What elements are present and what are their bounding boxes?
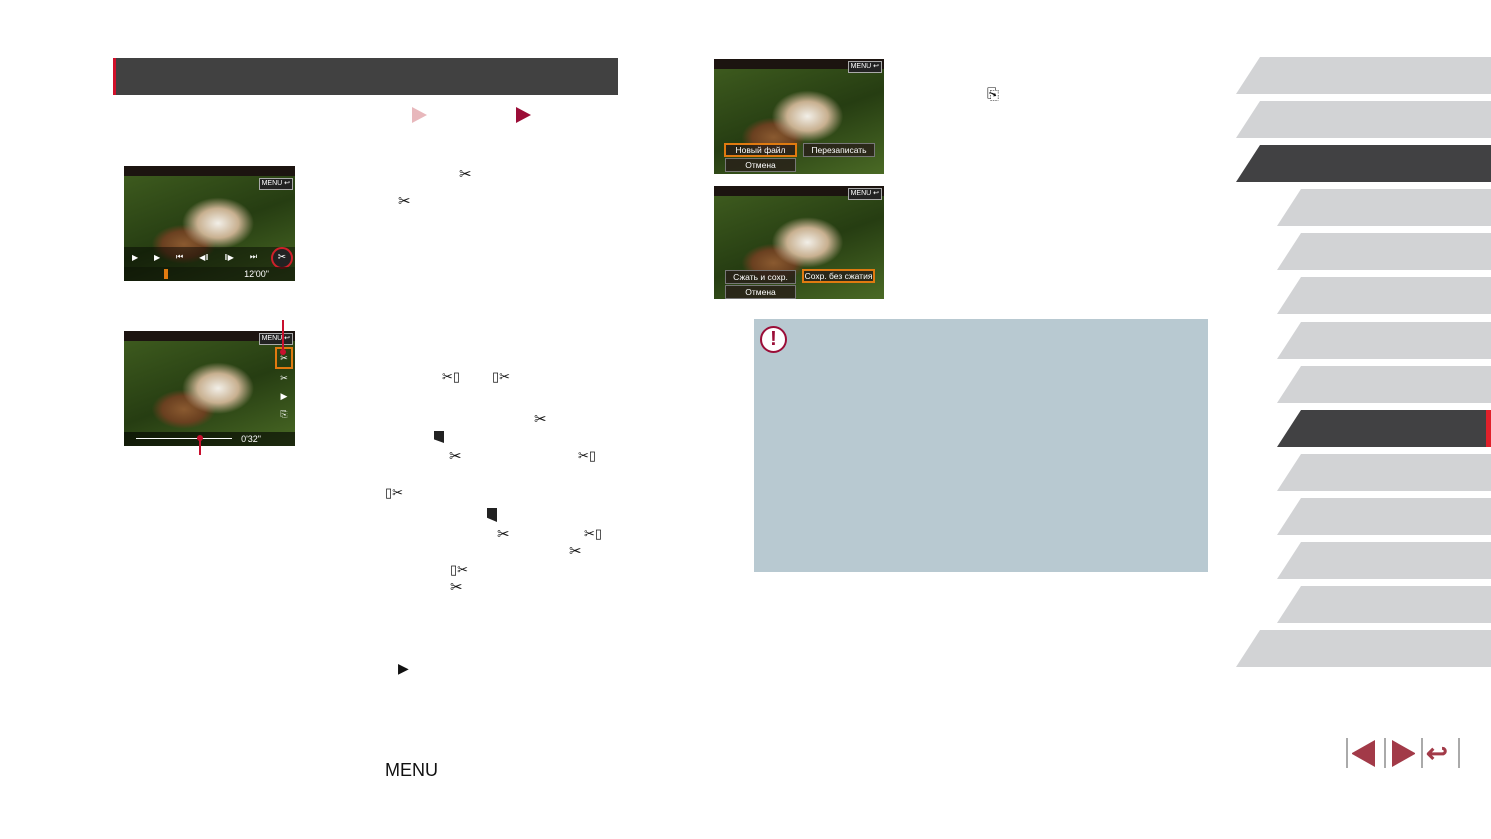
scissors-icon: ✂	[398, 193, 411, 210]
new-file-button[interactable]: Новый файл	[724, 143, 797, 157]
sidebar-subtab[interactable]	[1277, 498, 1491, 535]
camera-screen-compress: MENU ↩ Сжать и сохр. Сохр. без сжатия От…	[714, 186, 884, 299]
sidebar-subtab[interactable]	[1277, 277, 1491, 314]
sidebar-tab[interactable]	[1236, 101, 1491, 138]
breadcrumb-arrow-icon	[412, 107, 427, 123]
divider	[1421, 738, 1423, 768]
next-page-icon[interactable]	[1392, 740, 1415, 767]
cut-end-icon: ▯✂	[450, 562, 469, 577]
cancel-button[interactable]: Отмена	[725, 285, 796, 299]
current-marker	[1486, 410, 1491, 447]
compress-save-button[interactable]: Сжать и сохр.	[725, 270, 796, 284]
time-bar: 0'32"	[124, 432, 295, 446]
play-icon: ▶	[398, 660, 409, 676]
cut-beginning-icon: ✂▯	[442, 369, 461, 384]
sidebar-subtab-active[interactable]	[1277, 410, 1491, 447]
menu-badge: MENU ↩	[847, 61, 882, 73]
scissors-icon: ✂	[569, 543, 582, 560]
save-edit-icon: ⎘	[987, 86, 1000, 103]
cut-end-icon: ▯✂	[385, 485, 404, 500]
sidebar-subtab[interactable]	[1277, 189, 1491, 226]
return-icon[interactable]: ↩	[1426, 738, 1448, 768]
menu-badge: MENU ↩	[258, 333, 293, 345]
caution-note	[754, 319, 1208, 572]
sidebar-subtab[interactable]	[1277, 233, 1491, 270]
sidebar-tab[interactable]	[1236, 57, 1491, 94]
scissors-icon: ✂	[459, 166, 472, 183]
time-bar: 12'00"	[124, 267, 295, 281]
cancel-button[interactable]: Отмена	[725, 158, 796, 172]
edit-side-menu: ✂ ✂ ▶ ⎘	[275, 347, 293, 423]
callout-dot	[197, 435, 203, 441]
scissors-icon: ✂	[449, 448, 462, 465]
sidebar-tab-active[interactable]	[1236, 145, 1491, 182]
sidebar-tab[interactable]	[1236, 630, 1491, 667]
camera-screen-save: MENU ↩ Новый файл Перезаписать Отмена	[714, 59, 884, 174]
camera-screen-playback: MENU ↩ ▶ ▶ ⏮ ◀‖ ‖▶ ⏭ ✂ 12'00"	[124, 166, 295, 281]
divider	[1384, 738, 1386, 768]
cut-beginning-icon: ✂▯	[578, 448, 597, 463]
menu-badge: MENU ↩	[258, 178, 293, 190]
playback-controls: ▶ ▶ ⏮ ◀‖ ‖▶ ⏭	[124, 247, 295, 267]
divider	[1458, 738, 1460, 768]
menu-badge: MENU ↩	[847, 188, 882, 200]
scissors-icon: ✂	[497, 526, 510, 543]
sidebar-subtab[interactable]	[1277, 322, 1491, 359]
sidebar-subtab[interactable]	[1277, 586, 1491, 623]
camera-screen-edit: MENU ↩ ✂ ✂ ▶ ⎘ 0'32"	[124, 331, 295, 446]
marker-icon	[434, 431, 444, 443]
breadcrumb-arrow-icon	[516, 107, 531, 123]
sidebar-subtab[interactable]	[1277, 454, 1491, 491]
scissors-icon: ✂	[271, 247, 293, 269]
callout-dot	[280, 349, 286, 355]
scissors-icon: ✂	[534, 411, 547, 428]
menu-button-label: MENU	[385, 760, 438, 780]
callout-line	[199, 437, 201, 455]
dog-photo	[124, 176, 295, 281]
cut-end-icon: ▯✂	[492, 369, 511, 384]
section-title-bar	[113, 58, 618, 95]
dog-photo	[124, 341, 295, 446]
callout-line	[282, 320, 284, 352]
scissors-icon: ✂	[450, 579, 463, 596]
save-without-compress-button[interactable]: Сохр. без сжатия	[802, 269, 875, 283]
caution-icon: !	[760, 326, 787, 353]
overwrite-button[interactable]: Перезаписать	[803, 143, 875, 157]
previous-page-icon[interactable]	[1352, 740, 1375, 767]
sidebar-subtab[interactable]	[1277, 542, 1491, 579]
sidebar-subtab[interactable]	[1277, 366, 1491, 403]
divider	[1346, 738, 1348, 768]
cut-beginning-icon: ✂▯	[584, 526, 603, 541]
marker-icon	[487, 508, 497, 522]
